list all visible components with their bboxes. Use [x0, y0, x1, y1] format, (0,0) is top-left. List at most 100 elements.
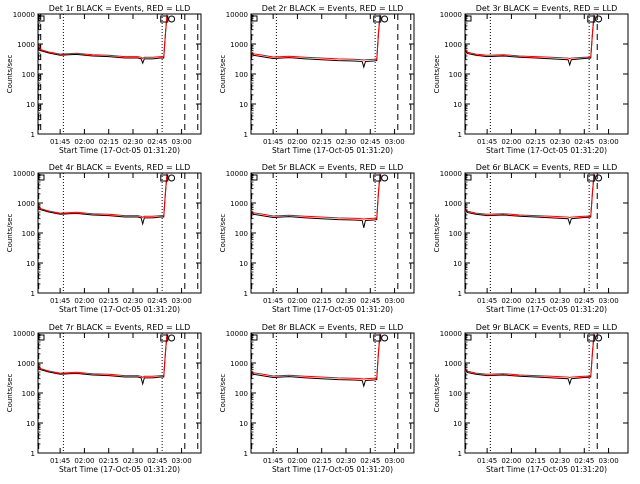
- y-tick-label: 1000: [230, 200, 248, 208]
- y-tick-label: 1: [244, 290, 248, 298]
- y-tick-label: 10000: [226, 170, 248, 178]
- y-tick-label: 10000: [440, 170, 462, 178]
- y-tick-label: 1: [458, 450, 462, 458]
- x-tick-label: 02:45: [147, 297, 167, 305]
- x-axis-label: Start Time (17-Oct-05 01:31:20): [272, 465, 393, 474]
- y-tick-label: 1000: [17, 360, 35, 368]
- x-tick-label: 02:15: [312, 138, 332, 146]
- x-tick-label: 02:45: [360, 297, 380, 305]
- x-tick-label: 02:00: [501, 457, 521, 465]
- corner-square-icon: [465, 334, 472, 341]
- x-axis-label: Start Time (17-Oct-05 01:31:20): [486, 465, 607, 474]
- y-tick-label: 10000: [13, 11, 35, 19]
- corner-square-icon: [38, 15, 45, 22]
- x-tick-label: 02:15: [526, 138, 546, 146]
- x-tick-label: 02:30: [123, 457, 143, 465]
- y-tick-label: 10: [239, 420, 248, 428]
- x-tick-label: 02:15: [312, 457, 332, 465]
- saa-circle-icon: [381, 15, 389, 23]
- y-tick-label: 1000: [444, 200, 462, 208]
- corner-square-icon: [465, 174, 472, 181]
- plot-frame: [464, 172, 629, 294]
- y-axis-label: Counts/sec: [219, 214, 227, 253]
- corner-square-icon: [251, 15, 258, 22]
- y-tick-label: 1000: [17, 200, 35, 208]
- detector-panel: Det 4r BLACK = Events, RED = LLD 1 10 100 10…: [6, 163, 202, 314]
- y-axis-label: Counts/sec: [6, 374, 14, 413]
- y-tick-label: 1000: [444, 360, 462, 368]
- saa-square-icon: [373, 174, 382, 182]
- x-tick-label: 02:45: [360, 138, 380, 146]
- detector-panel: Det 5r BLACK = Events, RED = LLD 1 10 100 10…: [219, 163, 415, 314]
- x-tick-label: 02:30: [336, 138, 356, 146]
- y-axis-label: Counts/sec: [6, 55, 14, 94]
- saa-square-icon: [160, 334, 169, 342]
- y-tick-label: 1: [244, 131, 248, 139]
- y-axis-label: Counts/sec: [433, 374, 441, 413]
- detector-panel: Det 9r BLACK = Events, RED = LLD 1 10 100 10…: [433, 323, 629, 474]
- saa-circle-icon: [381, 334, 389, 342]
- x-tick-label: 03:00: [598, 297, 618, 305]
- x-tick-label: 02:30: [550, 297, 570, 305]
- series-line-events: [251, 15, 381, 69]
- x-tick-label: 02:30: [123, 297, 143, 305]
- y-tick-label: 10000: [440, 330, 462, 338]
- x-tick-label: 01:45: [263, 457, 283, 465]
- x-tick-label: 02:45: [574, 457, 594, 465]
- detector-panel: Det 6r BLACK = Events, RED = LLD 1 10 100 10…: [433, 163, 629, 314]
- detector-panel: Det 7r BLACK = Events, RED = LLD 1 10 100 10…: [6, 323, 202, 474]
- corner-square-icon: [38, 334, 45, 341]
- series-line-events: [38, 15, 168, 65]
- series-line-events: [465, 334, 595, 386]
- panel-title: Det 2r BLACK = Events, RED = LLD: [262, 4, 404, 13]
- saa-square-icon: [587, 15, 596, 23]
- x-tick-label: 01:45: [263, 138, 283, 146]
- x-tick-label: 01:45: [50, 297, 70, 305]
- saa-circle-icon: [595, 174, 603, 182]
- x-tick-label: 02:30: [336, 297, 356, 305]
- series-line-lld: [465, 333, 595, 378]
- series-line-lld: [38, 14, 168, 60]
- y-tick-label: 100: [235, 390, 248, 398]
- series-line-events: [38, 334, 168, 386]
- y-tick-label: 100: [22, 71, 35, 79]
- x-tick-label: 01:45: [263, 297, 283, 305]
- series-line-events: [465, 15, 595, 67]
- y-tick-label: 10000: [13, 330, 35, 338]
- panel-title: Det 4r BLACK = Events, RED = LLD: [49, 163, 191, 172]
- plot-frame: [250, 332, 415, 454]
- y-tick-label: 10: [453, 420, 462, 428]
- x-axis-label: Start Time (17-Oct-05 01:31:20): [59, 465, 180, 474]
- x-axis-label: Start Time (17-Oct-05 01:31:20): [486, 146, 607, 155]
- y-tick-label: 10000: [440, 11, 462, 19]
- x-tick-label: 02:00: [501, 138, 521, 146]
- y-tick-label: 1: [244, 450, 248, 458]
- saa-circle-icon: [595, 334, 603, 342]
- panel-title: Det 7r BLACK = Events, RED = LLD: [49, 323, 191, 332]
- x-tick-label: 02:15: [99, 457, 119, 465]
- x-axis-label: Start Time (17-Oct-05 01:31:20): [272, 305, 393, 314]
- x-tick-label: 01:45: [477, 138, 497, 146]
- panel-title: Det 6r BLACK = Events, RED = LLD: [476, 163, 618, 172]
- saa-square-icon: [587, 334, 596, 342]
- panel-title: Det 1r BLACK = Events, RED = LLD: [49, 4, 191, 13]
- y-tick-label: 10: [453, 260, 462, 268]
- y-tick-label: 100: [449, 390, 462, 398]
- plot-frame: [250, 13, 415, 135]
- y-tick-label: 10: [26, 420, 35, 428]
- x-tick-label: 02:15: [99, 297, 119, 305]
- detector-panel: Det 3r BLACK = Events, RED = LLD 1 10 100 10…: [433, 4, 629, 155]
- saa-square-icon: [373, 334, 382, 342]
- corner-square-icon: [38, 174, 45, 181]
- x-tick-label: 03:00: [171, 457, 191, 465]
- y-tick-label: 100: [449, 71, 462, 79]
- x-tick-label: 02:30: [550, 457, 570, 465]
- y-tick-label: 1000: [230, 41, 248, 49]
- x-tick-label: 02:15: [312, 297, 332, 305]
- saa-square-icon: [160, 174, 169, 182]
- panel-title: Det 8r BLACK = Events, RED = LLD: [262, 323, 404, 332]
- plot-frame: [37, 332, 202, 454]
- y-axis-label: Counts/sec: [6, 214, 14, 253]
- series-line-lld: [465, 173, 595, 218]
